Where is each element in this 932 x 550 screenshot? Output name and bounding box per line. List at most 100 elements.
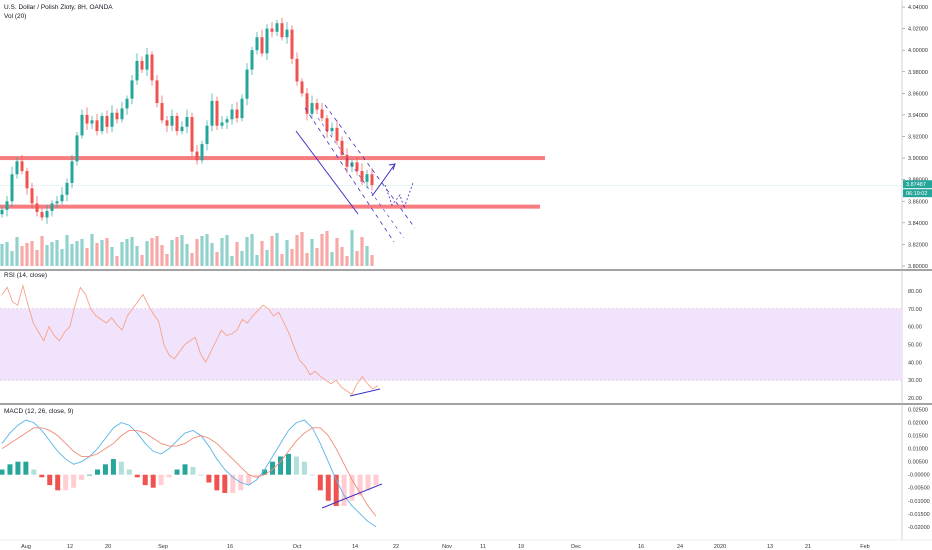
macd-histogram-bar bbox=[246, 474, 252, 486]
candle-body bbox=[330, 127, 334, 132]
candle-body bbox=[190, 117, 194, 152]
candle-body bbox=[355, 162, 359, 172]
candle-body bbox=[50, 203, 54, 211]
time-tick-label: 13 bbox=[767, 544, 773, 550]
candle-body bbox=[160, 103, 164, 121]
volume-bar bbox=[25, 243, 29, 266]
macd-histogram-bar bbox=[325, 474, 331, 501]
macd-histogram-bar bbox=[166, 474, 172, 478]
macd-histogram-bar bbox=[7, 464, 13, 475]
candle-body bbox=[95, 120, 99, 132]
macd-histogram-bar bbox=[87, 474, 93, 476]
rsi-line bbox=[1, 283, 379, 396]
candle-body bbox=[195, 151, 199, 161]
volume-bar bbox=[145, 241, 149, 266]
candle-body bbox=[270, 28, 274, 32]
candle-body bbox=[185, 117, 189, 127]
price-tick-label: 4.04000 bbox=[908, 5, 928, 11]
volume-bar bbox=[185, 244, 189, 266]
candle-body bbox=[275, 23, 279, 32]
macd-histogram-bar bbox=[118, 461, 124, 475]
volume-bar bbox=[40, 236, 44, 266]
macd-histogram-bar bbox=[110, 459, 116, 475]
time-tick-label: Nov bbox=[442, 544, 452, 550]
candle-body bbox=[165, 120, 169, 126]
volume-bar bbox=[230, 256, 234, 266]
volume-bar bbox=[175, 237, 179, 266]
macd-divergence-line bbox=[321, 483, 383, 509]
volume-bar bbox=[235, 242, 239, 266]
volume-bar bbox=[165, 254, 169, 266]
volume-bar bbox=[160, 245, 164, 266]
volume-bar bbox=[370, 255, 374, 266]
candle-body bbox=[70, 161, 74, 183]
volume-bar bbox=[70, 244, 74, 266]
candle-body bbox=[65, 182, 69, 195]
macd-histogram-bar bbox=[142, 474, 148, 486]
volume-bar bbox=[205, 234, 209, 266]
volume-bar bbox=[250, 234, 254, 266]
volume-bar bbox=[100, 240, 104, 266]
countdown-badge-bg bbox=[903, 189, 932, 198]
rsi-tick-label: 30.00 bbox=[908, 378, 922, 384]
candle-body bbox=[125, 98, 129, 109]
volume-bar bbox=[335, 238, 339, 266]
volume-bar bbox=[90, 234, 94, 266]
macd-label: MACD (12, 26, close, 9) bbox=[4, 408, 74, 415]
volume-bar bbox=[285, 240, 289, 266]
time-tick-label: 12 bbox=[67, 544, 73, 550]
rsi-band bbox=[0, 308, 902, 381]
projection-arrow bbox=[371, 163, 396, 197]
time-tick-label: Sep bbox=[158, 544, 168, 550]
time-tick-label: 16 bbox=[638, 544, 644, 550]
candle-body bbox=[205, 125, 209, 145]
candle-body bbox=[55, 201, 59, 204]
time-tick-label: 20 bbox=[105, 544, 111, 550]
candle-body bbox=[370, 174, 374, 186]
candle-body bbox=[10, 174, 14, 202]
volume-bar bbox=[55, 240, 59, 266]
time-tick-label: 16 bbox=[227, 544, 233, 550]
candle-body bbox=[295, 58, 299, 82]
projection-path bbox=[384, 182, 414, 210]
candle-body bbox=[300, 81, 304, 94]
candle-body bbox=[230, 109, 234, 120]
macd-histogram-bar bbox=[94, 469, 100, 475]
candle-body bbox=[115, 112, 119, 120]
macd-histogram-bar bbox=[79, 474, 85, 480]
volume-bar bbox=[275, 233, 279, 266]
macd-histogram-bar bbox=[158, 474, 164, 486]
macd-line bbox=[1, 419, 377, 528]
candle-body bbox=[350, 162, 354, 167]
macd-histogram-bar bbox=[285, 453, 291, 475]
candle-body bbox=[250, 50, 254, 70]
candle-body bbox=[170, 115, 174, 126]
symbol-title: U.S. Dollar / Polish Zloty, 8H, OANDA bbox=[4, 4, 113, 11]
candle-body bbox=[310, 103, 314, 114]
volume-bar bbox=[135, 246, 139, 266]
time-tick-label: Aug bbox=[21, 544, 31, 550]
time-tick-label: 22 bbox=[393, 544, 399, 550]
macd-tick-label: -0.00000 bbox=[908, 473, 930, 479]
volume-bar bbox=[360, 237, 364, 266]
macd-histogram-bar bbox=[317, 474, 323, 491]
volume-bar bbox=[35, 250, 39, 266]
price-tick-label: 4.00000 bbox=[908, 48, 928, 54]
volume-bar bbox=[20, 246, 24, 266]
macd-histogram-bar bbox=[254, 474, 260, 478]
macd-histogram-bar bbox=[47, 474, 53, 486]
macd-histogram-bar bbox=[198, 474, 204, 476]
volume-bar bbox=[65, 235, 69, 266]
macd-histogram-bar bbox=[373, 474, 379, 486]
volume-bar bbox=[190, 253, 194, 266]
candle-body bbox=[150, 54, 154, 81]
price-tick-label: 4.02000 bbox=[908, 27, 928, 33]
volume-bar bbox=[290, 249, 294, 266]
volume-bar bbox=[220, 238, 224, 266]
volume-bar bbox=[140, 255, 144, 266]
candle-body bbox=[145, 54, 149, 70]
candle-body bbox=[325, 118, 329, 132]
macd-histogram-bar bbox=[214, 474, 220, 491]
volume-bar bbox=[355, 251, 359, 266]
